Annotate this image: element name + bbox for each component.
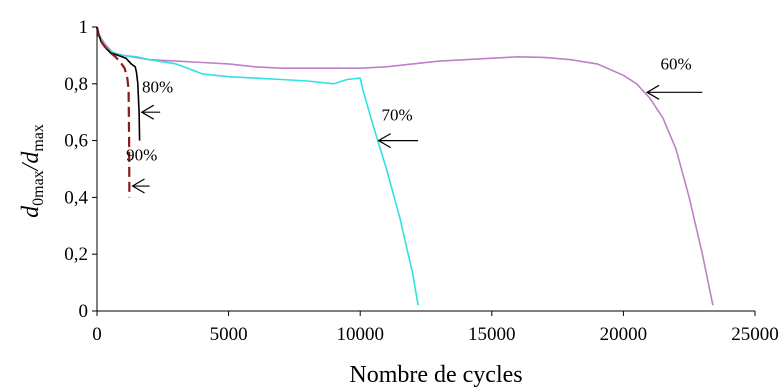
series-line-4 (95, 26, 131, 198)
annotation-label: 80% (142, 77, 173, 96)
y-tick-label: 0 (79, 301, 89, 322)
annotation-arrow-head (131, 178, 145, 194)
y-tick-label: 0,8 (64, 74, 88, 95)
x-ticks: 0 5000 10000 15000 20000 25000 (92, 311, 779, 345)
x-tick-label: 15000 (468, 324, 516, 345)
annotation-1: 60% (645, 55, 703, 100)
y-axis-title-sub-2: max (30, 124, 47, 152)
annotation-arrow-head (377, 133, 391, 149)
axes (96, 27, 755, 312)
annotation-4: 90% (126, 145, 157, 194)
x-axis-title: Nombre de cycles (349, 362, 522, 388)
x-tick-label: 20000 (600, 324, 648, 345)
annotations: 60% 70% 80% 90% (126, 55, 703, 194)
y-axis-title-part-2: /d (18, 151, 44, 173)
annotation-arrow-head (140, 104, 155, 120)
y-ticks: 0 0,2 0,4 0,6 0,8 1 (64, 17, 97, 322)
y-tick-label: 0,2 (64, 244, 88, 265)
x-tick-label: 10000 (336, 324, 384, 345)
y-axis-title: d0max/dmax (18, 124, 47, 218)
annotation-label: 70% (381, 106, 412, 125)
x-tick-label: 5000 (210, 324, 248, 345)
annotation-3: 80% (140, 77, 173, 120)
y-tick-label: 0,6 (64, 131, 88, 152)
y-tick-label: 1 (79, 17, 89, 38)
y-tick-label: 0,4 (64, 187, 88, 208)
annotation-label: 60% (660, 55, 691, 74)
annotation-2: 70% (377, 106, 419, 149)
plot-lines (95, 26, 714, 306)
annotation-label: 90% (126, 145, 157, 164)
x-tick-label: 25000 (731, 324, 779, 345)
y-axis-title-sub-1: 0max (30, 170, 47, 206)
series-line-3 (96, 26, 141, 141)
y-axis-title-part-1: d (18, 205, 44, 218)
series-line-2 (96, 26, 419, 306)
x-tick-label: 0 (92, 324, 102, 345)
annotation-arrow-head (645, 84, 660, 100)
